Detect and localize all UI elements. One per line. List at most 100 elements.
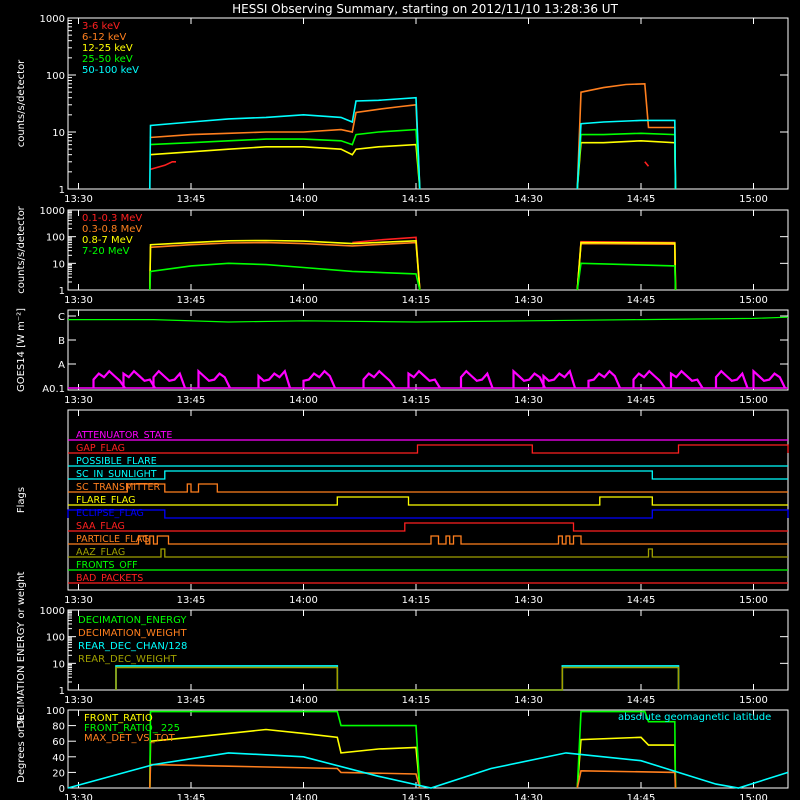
y-axis-label: Degrees or % — [16, 715, 27, 783]
legend-entry: MAX_DET_VS_TOT — [84, 733, 176, 744]
x-tick-label: 14:45 — [627, 595, 656, 606]
flag-label: ECLIPSE_FLAG — [76, 508, 144, 519]
y-tick-label: 1 — [59, 286, 65, 297]
series-line — [576, 139, 677, 190]
x-tick-label: 14:00 — [289, 793, 318, 800]
x-tick-label: 14:00 — [289, 695, 318, 706]
series-line — [67, 752, 789, 789]
panel-frame — [67, 309, 789, 391]
x-tick-label: 13:30 — [64, 595, 93, 606]
flag-label: FRONTS_OFF — [76, 560, 138, 571]
y-tick-label: 1 — [59, 185, 65, 196]
legend-entry: DECIMATION_WEIGHT — [78, 628, 187, 639]
x-tick-label: 15:00 — [739, 695, 768, 706]
series-line — [149, 239, 421, 291]
series-line — [644, 161, 650, 167]
legend-entry: REAR_DEC_CHAN/128 — [78, 641, 187, 652]
x-tick-label: 13:45 — [177, 395, 206, 406]
legend-entry: REAR_DEC_WEIGHT — [78, 654, 177, 665]
y-tick-label: 0 — [59, 784, 65, 795]
legend-entry: 25-50 keV — [82, 54, 133, 65]
x-tick-label: 13:45 — [177, 194, 206, 205]
series-line — [149, 161, 176, 171]
y-tick-label: C — [58, 312, 65, 323]
series-line — [149, 241, 421, 291]
flag-line — [68, 522, 788, 532]
x-tick-label: 14:45 — [627, 793, 656, 800]
series-line — [587, 369, 622, 389]
series-line — [576, 262, 677, 291]
x-tick-label: 14:00 — [289, 595, 318, 606]
series-line — [576, 710, 677, 789]
flag-line — [67, 509, 789, 519]
y-tick-label: 20 — [52, 768, 65, 779]
legend-entry: 0.1-0.3 MeV — [82, 213, 142, 224]
y-tick-label: 1 — [59, 686, 65, 697]
x-tick-label: 14:45 — [627, 695, 656, 706]
series-line — [576, 736, 677, 789]
x-tick-label: 14:15 — [402, 395, 431, 406]
x-tick-label: 14:30 — [514, 194, 543, 205]
y-tick-label: 100 — [46, 233, 65, 244]
y-tick-label: B — [58, 336, 65, 347]
legend-entry: 0.3-0.8 MeV — [82, 224, 142, 235]
chart-title: HESSI Observing Summary, starting on 201… — [232, 2, 618, 16]
x-tick-label: 13:30 — [64, 695, 93, 706]
legend-entry: 3-6 keV — [82, 21, 120, 32]
chart-annotation: absolute geomagnetic latitude — [618, 712, 771, 723]
flag-label: BAD_PACKETS — [76, 573, 143, 584]
flag-label: GAP_FLAG — [76, 443, 125, 454]
series-line — [669, 369, 704, 389]
series-line — [714, 369, 749, 389]
x-tick-label: 14:00 — [289, 295, 318, 306]
x-tick-label: 13:30 — [64, 194, 93, 205]
x-tick-label: 14:15 — [402, 695, 431, 706]
flag-line — [68, 444, 789, 454]
y-tick-label: 40 — [52, 753, 65, 764]
y-tick-label: 10 — [52, 659, 65, 670]
x-tick-label: 15:00 — [739, 295, 768, 306]
series-line — [197, 368, 231, 389]
flag-label: SAA_FLAG — [76, 521, 125, 532]
flag-label: FLARE_FLAG — [76, 495, 136, 506]
x-tick-label: 13:30 — [64, 295, 93, 306]
series-line — [115, 666, 680, 691]
x-tick-label: 13:45 — [177, 295, 206, 306]
y-tick-label: A0.1 — [42, 384, 65, 395]
series-line — [149, 710, 421, 789]
legend-entry: 50-100 keV — [82, 65, 139, 76]
x-tick-label: 15:00 — [739, 194, 768, 205]
x-tick-label: 14:45 — [627, 194, 656, 205]
series-line — [149, 96, 421, 190]
y-tick-label: 10 — [52, 259, 65, 270]
x-tick-label: 13:30 — [64, 395, 93, 406]
x-tick-label: 14:00 — [289, 395, 318, 406]
y-tick-label: 10 — [52, 128, 65, 139]
x-tick-label: 13:45 — [177, 595, 206, 606]
panel-frame — [67, 409, 789, 591]
flag-label: SC_IN_SUNLIGHT — [76, 469, 157, 480]
series-line — [362, 369, 396, 389]
legend-entry: FRONT_RATIO — [84, 713, 153, 724]
x-tick-label: 14:30 — [514, 295, 543, 306]
series-line — [149, 728, 421, 789]
legend-entry: 0.8-7 MeV — [82, 235, 133, 246]
series-line — [576, 82, 677, 190]
flag-line — [68, 483, 788, 493]
series-line — [257, 369, 292, 389]
x-tick-label: 14:15 — [402, 295, 431, 306]
y-tick-label: 100 — [46, 633, 65, 644]
x-tick-label: 14:30 — [514, 793, 543, 800]
series-line — [542, 369, 577, 389]
x-tick-label: 15:00 — [739, 595, 768, 606]
x-tick-label: 14:15 — [402, 793, 431, 800]
legend-entry: DECIMATION_ENERGY — [78, 615, 187, 626]
series-line — [632, 369, 666, 389]
series-line — [152, 369, 187, 389]
y-axis-label: counts/s/detector — [16, 59, 27, 147]
series-line — [149, 103, 421, 190]
x-tick-label: 14:30 — [514, 695, 543, 706]
flag-line — [68, 548, 788, 558]
y-tick-label: 100 — [46, 706, 65, 717]
